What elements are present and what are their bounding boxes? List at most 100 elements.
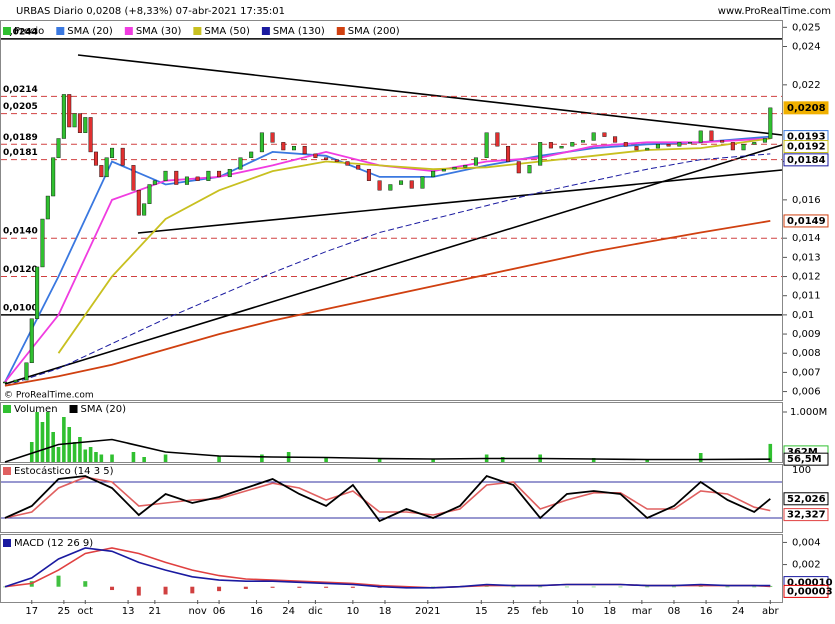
macd-hist: [190, 586, 195, 594]
candle: [709, 130, 714, 141]
candle: [99, 165, 104, 178]
y-tick-label: 0,016: [792, 195, 821, 206]
x-tick-label: oct: [78, 606, 94, 617]
y-tick-label: 0,009: [792, 329, 821, 340]
macd-hist: [83, 581, 88, 587]
candle: [184, 176, 189, 185]
y-tick-label: 0,022: [792, 80, 821, 91]
candle: [388, 184, 393, 191]
candle: [51, 157, 56, 197]
candle: [516, 161, 521, 174]
candle: [29, 318, 34, 364]
macd-hist: [297, 586, 302, 588]
value-tag-label: 0,00003: [787, 586, 833, 597]
value-tag: [783, 508, 829, 522]
volume-bar: [324, 457, 328, 462]
volume-bar: [591, 458, 596, 462]
value-tag-label: 32,327: [787, 510, 826, 521]
frame: [0, 464, 783, 533]
y-tick-label: 0,007: [792, 367, 821, 378]
copyright: © ProRealTime.com: [4, 391, 94, 401]
candle: [147, 184, 152, 204]
legend-label: SMA (200): [348, 26, 400, 37]
volume-bar: [62, 417, 66, 462]
value-tag: [783, 214, 829, 228]
volume-bar: [99, 454, 104, 462]
volume-bar: [645, 460, 650, 462]
trend-line: [77, 54, 783, 136]
x-tick-label: 21: [148, 606, 161, 617]
level-label: 0,0214: [3, 85, 38, 95]
value-tag-label: 0,0149: [787, 216, 826, 227]
volume-bar: [163, 454, 168, 462]
x-tick-label: 06: [213, 606, 226, 617]
candle: [431, 170, 436, 178]
stoch-d: [4, 476, 771, 519]
legend-label: Volumen: [14, 404, 58, 415]
volume-bar: [110, 454, 114, 462]
level-label: 0,0120: [3, 265, 38, 275]
candle: [538, 142, 543, 166]
volume-bar: [142, 457, 146, 462]
candle: [495, 132, 500, 147]
candle: [131, 165, 136, 191]
macd-hist: [431, 586, 436, 588]
x-tick-label: 24: [732, 606, 745, 617]
sma-line: [4, 153, 771, 387]
candle: [249, 151, 254, 158]
macd-hist: [618, 586, 623, 588]
candle: [570, 142, 575, 147]
legend-swatch: [56, 27, 65, 35]
y-tick-label: 0,025: [792, 22, 821, 33]
candle: [666, 144, 671, 147]
volume-bar: [377, 458, 382, 462]
y-tick-label: 0,004: [792, 537, 821, 548]
trend-line: [137, 169, 783, 234]
legend-label: SMA (30): [136, 26, 182, 37]
candle: [452, 167, 457, 170]
x-tick-label: 16: [250, 606, 263, 617]
value-tag: [783, 452, 829, 466]
level-label: 0,0244: [3, 27, 38, 37]
volume-bar: [46, 412, 50, 462]
candle: [61, 94, 66, 139]
candle: [506, 145, 511, 162]
y-tick-label: 100: [792, 465, 811, 476]
x-tick-label: dic: [308, 606, 323, 617]
y-tick-label: 0,006: [792, 387, 821, 398]
value-tag-label: 0,0192: [787, 142, 826, 153]
candle: [377, 180, 382, 191]
macd-hist: [110, 586, 115, 591]
candle: [399, 180, 404, 185]
legend-label: Estocástico (14 3 5): [14, 465, 114, 477]
x-tick-label: 25: [58, 606, 71, 617]
volume-bar: [500, 457, 505, 462]
value-tag: [783, 153, 829, 167]
legend-swatch: [3, 27, 11, 35]
x-tick-label: 18: [603, 606, 616, 617]
candle: [72, 113, 77, 128]
volume-bar: [88, 447, 93, 462]
candle: [334, 159, 339, 162]
legend-swatch: [193, 27, 202, 35]
trend-lines: [4, 54, 783, 385]
candle: [110, 147, 115, 158]
candle: [313, 153, 318, 158]
volume-bar: [83, 449, 88, 462]
candle: [40, 218, 45, 268]
candle: [24, 362, 29, 381]
candle: [655, 144, 660, 149]
macd-hist: [564, 586, 569, 588]
macd-hist: [3, 586, 7, 588]
value-tag-label: 0,0184: [787, 155, 826, 166]
x-tick-label: 10: [571, 606, 584, 617]
candle: [634, 145, 639, 151]
candle: [120, 147, 125, 166]
macd-hist: [217, 586, 222, 592]
y-tick-label: 0,013: [792, 252, 821, 263]
candle: [730, 142, 735, 151]
legend-swatch: [3, 467, 11, 475]
level-label: 0,0140: [3, 227, 38, 237]
candle: [56, 138, 61, 158]
